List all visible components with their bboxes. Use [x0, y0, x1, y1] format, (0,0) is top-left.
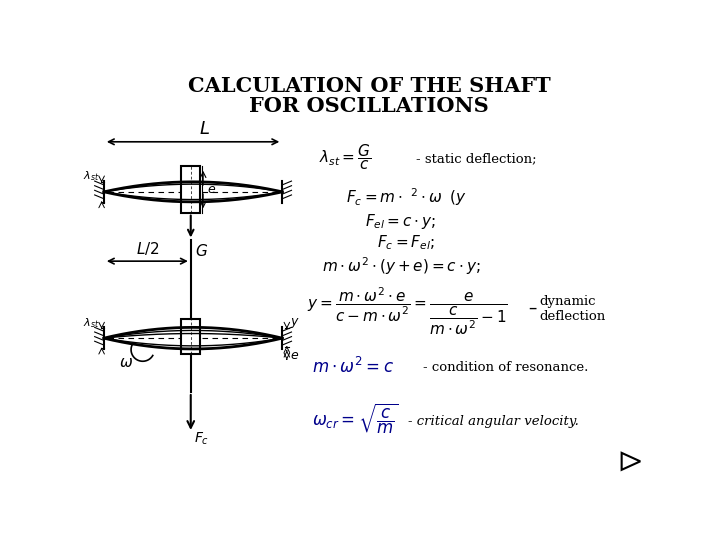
- Text: $e$: $e$: [207, 183, 216, 196]
- Text: $L$: $L$: [199, 120, 210, 138]
- Text: $\omega$: $\omega$: [119, 356, 132, 370]
- Text: $y$: $y$: [290, 316, 300, 330]
- Bar: [181, 166, 200, 213]
- Text: $F_{el} = c \cdot y;$: $F_{el} = c \cdot y;$: [365, 212, 436, 231]
- Text: $F_c = F_{el};$: $F_c = F_{el};$: [377, 233, 435, 252]
- Text: $G$: $G$: [194, 242, 207, 259]
- Text: dynamic: dynamic: [539, 295, 596, 308]
- Text: $\lambda_{st}$: $\lambda_{st}$: [83, 170, 99, 184]
- Text: $\lambda_{st} = \dfrac{G}{c}$: $\lambda_{st} = \dfrac{G}{c}$: [319, 143, 371, 172]
- Text: $y = \dfrac{m \cdot \omega^2 \cdot e}{c - m \cdot \omega^2} = \dfrac{e}{\dfrac{c: $y = \dfrac{m \cdot \omega^2 \cdot e}{c …: [307, 285, 508, 337]
- Text: $F_c = m \cdot \ ^{2} \cdot \omega \;\;(y$: $F_c = m \cdot \ ^{2} \cdot \omega \;\;(…: [346, 186, 467, 208]
- Text: deflection: deflection: [539, 310, 606, 323]
- Text: $F_c$: $F_c$: [194, 430, 209, 447]
- Text: $m \cdot \omega^2 \cdot (y + e) = c \cdot y;$: $m \cdot \omega^2 \cdot (y + e) = c \cdo…: [323, 255, 481, 276]
- Text: CALCULATION OF THE SHAFT: CALCULATION OF THE SHAFT: [188, 76, 550, 96]
- Text: - critical angular velocity.: - critical angular velocity.: [408, 415, 579, 428]
- Text: $\lambda_{st}$: $\lambda_{st}$: [83, 316, 99, 329]
- Text: - condition of resonance.: - condition of resonance.: [423, 361, 589, 374]
- Text: $L/2$: $L/2$: [136, 240, 159, 257]
- Text: $m \cdot \omega^2 = c$: $m \cdot \omega^2 = c$: [312, 357, 395, 377]
- Text: FOR OSCILLATIONS: FOR OSCILLATIONS: [249, 96, 489, 116]
- Text: $\omega_{cr} = \sqrt{\dfrac{c}{m}}$: $\omega_{cr} = \sqrt{\dfrac{c}{m}}$: [312, 402, 399, 436]
- Text: - static deflection;: - static deflection;: [415, 152, 536, 165]
- Text: $e$: $e$: [290, 349, 299, 362]
- Bar: [181, 319, 200, 354]
- Text: –: –: [528, 299, 536, 317]
